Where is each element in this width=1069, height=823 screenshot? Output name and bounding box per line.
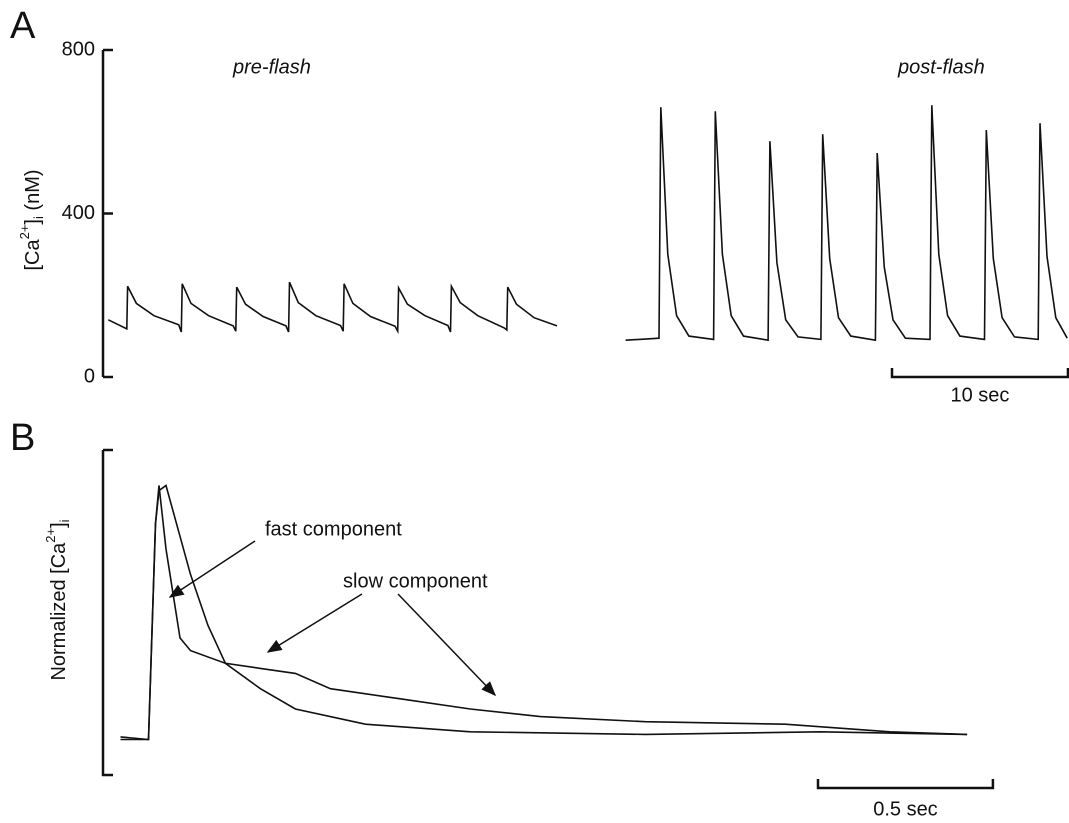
label-part: 2+ — [43, 528, 58, 543]
arrow — [397, 593, 497, 697]
label-part: [Ca — [22, 239, 44, 271]
series-label: pre-flash — [232, 56, 311, 78]
y-tick-label: 0 — [84, 365, 95, 387]
trace — [625, 105, 1068, 342]
scale-bar — [816, 779, 995, 790]
label-part: Normalized [Ca — [48, 542, 70, 681]
arrow — [266, 593, 363, 653]
arrow — [168, 540, 256, 598]
label-part: ] — [48, 522, 70, 528]
label-part: (nM) — [22, 169, 44, 216]
y-axis-label: [Ca2+]i (nM) — [17, 169, 46, 270]
trace — [107, 281, 558, 335]
label-part: 2+ — [17, 225, 32, 240]
label-part: ] — [22, 219, 44, 225]
panel-label: A — [10, 5, 36, 47]
label-part: i — [31, 216, 46, 219]
y-axis-label: Normalized [Ca2+]i — [43, 519, 72, 680]
y-axis — [101, 448, 113, 777]
panel-label: B — [10, 417, 35, 459]
y-tick-label: 400 — [62, 202, 95, 224]
series-label: post-flash — [897, 56, 985, 78]
annotation: fast component — [265, 518, 402, 540]
trace — [120, 485, 968, 741]
scale-bar-label: 0.5 sec — [873, 798, 937, 820]
y-tick-label: 800 — [62, 38, 95, 60]
trace — [120, 484, 968, 741]
label-part: i — [57, 519, 72, 522]
scale-bar — [890, 368, 1069, 379]
annotation: slow component — [343, 570, 488, 592]
scale-bar-label: 10 sec — [951, 384, 1010, 406]
